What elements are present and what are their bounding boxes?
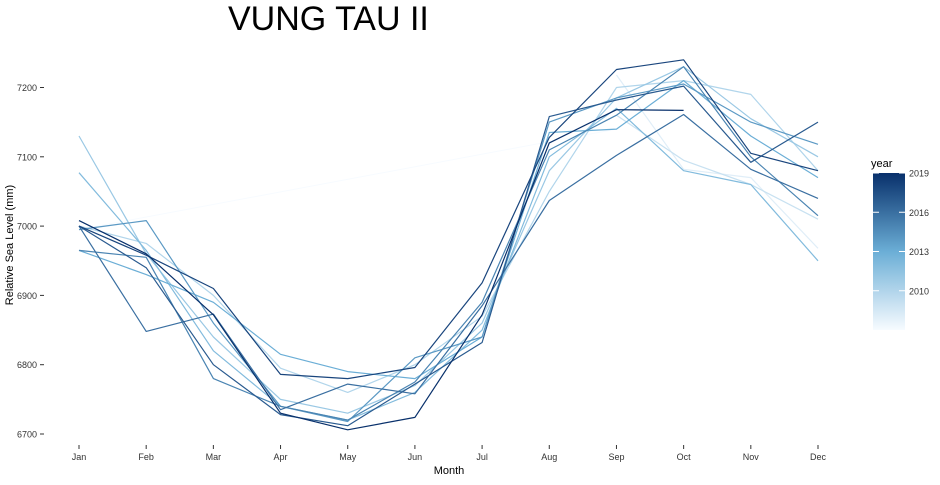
y-tick-label: 6800 <box>17 360 37 370</box>
y-axis-label: Relative Sea Level (mm) <box>4 185 16 305</box>
series-line-2012 <box>79 108 818 420</box>
x-tick-label: May <box>339 452 357 462</box>
y-tick-label: 7100 <box>17 152 37 162</box>
y-tick-label: 6900 <box>17 291 37 301</box>
x-tick-label: Aug <box>541 452 557 462</box>
x-tick-label: Feb <box>138 452 154 462</box>
x-tick-label: Jun <box>408 452 423 462</box>
plot-area <box>79 60 818 430</box>
x-tick-label: Jul <box>476 452 488 462</box>
x-tick-label: Nov <box>743 452 760 462</box>
x-tick-label: Mar <box>206 452 222 462</box>
chart-title: VUNG TAU II <box>228 0 429 39</box>
series-line-2017 <box>79 86 818 426</box>
y-tick-label: 6700 <box>17 430 37 440</box>
x-tick-label: Oct <box>677 452 692 462</box>
x-tick-label: Dec <box>810 452 827 462</box>
series-line-2008 <box>617 75 819 248</box>
series-line-2019 <box>79 110 684 430</box>
y-tick-label: 7000 <box>17 222 37 232</box>
series-line-2013 <box>79 81 818 379</box>
legend-tick-label: 2019 <box>909 169 929 179</box>
series-line-2014 <box>79 84 818 422</box>
x-tick-label: Sep <box>608 452 624 462</box>
x-axis-label: Month <box>434 465 465 477</box>
series-line-2010 <box>79 81 818 393</box>
legend-tick-label: 2013 <box>909 247 929 257</box>
legend-tick-label: 2010 <box>909 286 929 296</box>
axes: Month Relative Sea Level (mm) 6700 6800 69… <box>4 83 826 477</box>
y-tick-label: 7200 <box>17 83 37 93</box>
legend-tick-label: 2016 <box>909 208 929 218</box>
legend-title: year <box>871 158 893 170</box>
series-line-2009 <box>617 115 819 219</box>
x-tick-label: Apr <box>274 452 288 462</box>
x-tick-label: Jan <box>72 452 87 462</box>
legend: year 2010 2013 2016 2019 <box>871 158 929 330</box>
